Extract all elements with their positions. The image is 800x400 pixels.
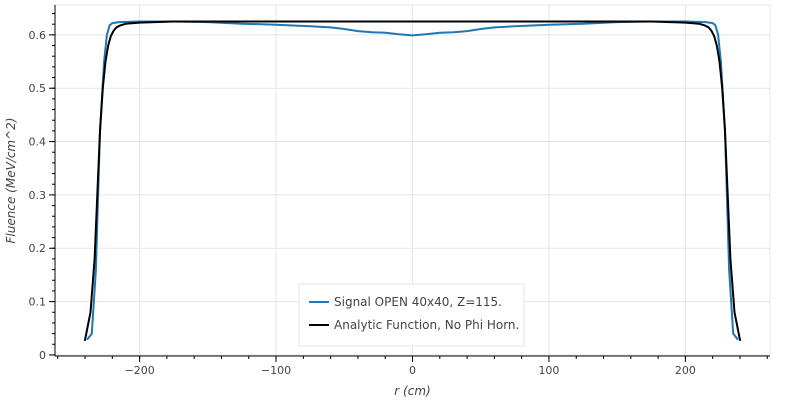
- legend-label-1: Signal OPEN 40x40, Z=115.: [334, 295, 502, 309]
- x-tick-label: −200: [124, 364, 154, 377]
- x-tick-label: 0: [409, 364, 416, 377]
- y-axis-label: Fluence (MeV/cm^2): [4, 118, 18, 244]
- y-tick-label: 0.5: [29, 82, 47, 95]
- legend: Signal OPEN 40x40, Z=115. Analytic Functi…: [298, 283, 525, 347]
- series-line-2: [84, 20, 741, 341]
- y-tick-label: 0.2: [29, 242, 47, 255]
- x-tick-label: 200: [675, 364, 696, 377]
- series-layer: [84, 20, 741, 341]
- x-tick-label: −100: [261, 364, 291, 377]
- y-tick-label: 0.3: [29, 189, 47, 202]
- x-tick-label: 100: [538, 364, 559, 377]
- y-tick-label: 0: [39, 349, 46, 362]
- series-line-1: [86, 20, 739, 340]
- grid-layer: [55, 5, 770, 356]
- x-axis-label: r (cm): [394, 384, 430, 398]
- y-tick-label: 0.6: [29, 29, 47, 42]
- y-tick-label: 0.1: [29, 296, 47, 309]
- y-tick-label: 0.4: [29, 136, 47, 149]
- legend-box: [298, 283, 525, 347]
- legend-label-2: Analytic Function, No Phi Horn.: [334, 318, 519, 332]
- axes-layer: −200 −100 0 100 200 0 0.1 0.2 0.3 0.4 0.5 0.6: [29, 5, 770, 377]
